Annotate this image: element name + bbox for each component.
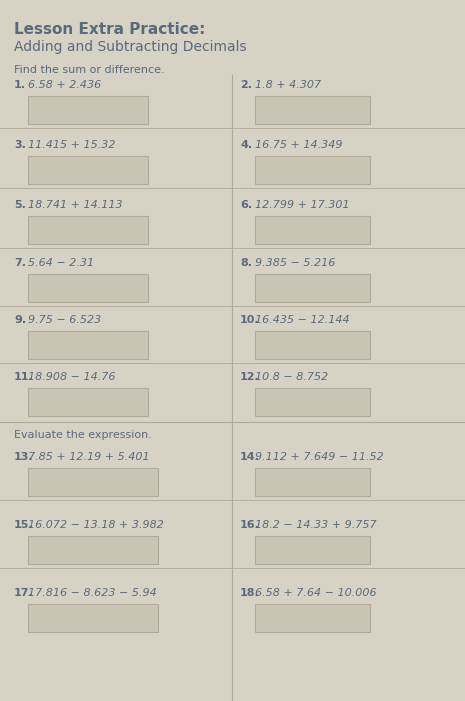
Text: 16.435 − 12.144: 16.435 − 12.144 — [255, 315, 350, 325]
FancyBboxPatch shape — [28, 274, 148, 302]
Text: Adding and Subtracting Decimals: Adding and Subtracting Decimals — [14, 40, 246, 54]
Text: 16.75 + 14.349: 16.75 + 14.349 — [255, 140, 343, 150]
Text: 15.: 15. — [14, 520, 33, 530]
FancyBboxPatch shape — [255, 388, 370, 416]
Text: 7.85 + 12.19 + 5.401: 7.85 + 12.19 + 5.401 — [28, 452, 150, 462]
Text: 11.415 + 15.32: 11.415 + 15.32 — [28, 140, 115, 150]
Text: 7.: 7. — [14, 258, 26, 268]
Text: 9.: 9. — [14, 315, 26, 325]
Text: 9.112 + 7.649 − 11.52: 9.112 + 7.649 − 11.52 — [255, 452, 384, 462]
Text: 9.385 − 5.216: 9.385 − 5.216 — [255, 258, 335, 268]
Text: 4.: 4. — [240, 140, 252, 150]
FancyBboxPatch shape — [255, 536, 370, 564]
Text: 6.58 + 2.436: 6.58 + 2.436 — [28, 80, 101, 90]
FancyBboxPatch shape — [255, 604, 370, 632]
FancyBboxPatch shape — [255, 468, 370, 496]
Text: 12.: 12. — [240, 372, 260, 382]
FancyBboxPatch shape — [28, 536, 158, 564]
Text: 8.: 8. — [240, 258, 252, 268]
FancyBboxPatch shape — [28, 216, 148, 244]
Text: 5.64 − 2.31: 5.64 − 2.31 — [28, 258, 94, 268]
FancyBboxPatch shape — [28, 96, 148, 124]
Text: 18.741 + 14.113: 18.741 + 14.113 — [28, 200, 123, 210]
FancyBboxPatch shape — [255, 274, 370, 302]
Text: 18.2 − 14.33 + 9.757: 18.2 − 14.33 + 9.757 — [255, 520, 377, 530]
FancyBboxPatch shape — [255, 96, 370, 124]
FancyBboxPatch shape — [28, 331, 148, 359]
Text: 5.: 5. — [14, 200, 26, 210]
Text: 18.908 − 14.76: 18.908 − 14.76 — [28, 372, 115, 382]
Text: 14.: 14. — [240, 452, 260, 462]
Text: 2.: 2. — [240, 80, 252, 90]
FancyBboxPatch shape — [28, 156, 148, 184]
Text: 1.: 1. — [14, 80, 26, 90]
Text: 6.: 6. — [240, 200, 252, 210]
Text: 16.072 − 13.18 + 3.982: 16.072 − 13.18 + 3.982 — [28, 520, 164, 530]
Text: 13.: 13. — [14, 452, 33, 462]
FancyBboxPatch shape — [255, 216, 370, 244]
Text: 6.58 + 7.64 − 10.006: 6.58 + 7.64 − 10.006 — [255, 588, 377, 598]
Text: Lesson Extra Practice:: Lesson Extra Practice: — [14, 22, 206, 37]
Text: 17.816 − 8.623 − 5.94: 17.816 − 8.623 − 5.94 — [28, 588, 157, 598]
Text: 10.8 − 8.752: 10.8 − 8.752 — [255, 372, 328, 382]
Text: 12.799 + 17.301: 12.799 + 17.301 — [255, 200, 350, 210]
Text: 1.8 + 4.307: 1.8 + 4.307 — [255, 80, 321, 90]
Text: 18.: 18. — [240, 588, 260, 598]
FancyBboxPatch shape — [255, 156, 370, 184]
FancyBboxPatch shape — [28, 604, 158, 632]
Text: 3.: 3. — [14, 140, 26, 150]
Text: 9.75 − 6.523: 9.75 − 6.523 — [28, 315, 101, 325]
Text: 17.: 17. — [14, 588, 34, 598]
FancyBboxPatch shape — [28, 468, 158, 496]
FancyBboxPatch shape — [255, 331, 370, 359]
Text: 11.: 11. — [14, 372, 34, 382]
Text: Find the sum or difference.: Find the sum or difference. — [14, 65, 165, 75]
Text: 16.: 16. — [240, 520, 260, 530]
Text: Evaluate the expression.: Evaluate the expression. — [14, 430, 152, 440]
FancyBboxPatch shape — [28, 388, 148, 416]
Text: 10.: 10. — [240, 315, 259, 325]
